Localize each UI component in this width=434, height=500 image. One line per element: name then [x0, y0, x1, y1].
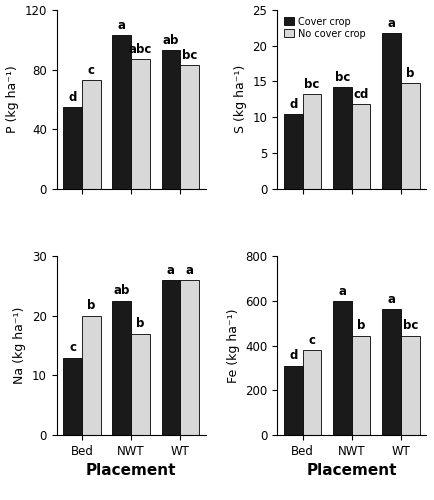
Bar: [283, 366, 302, 435]
Text: d: d: [289, 98, 297, 110]
Text: b: b: [136, 317, 144, 330]
Bar: [63, 358, 82, 435]
Text: a: a: [387, 292, 395, 306]
Bar: [112, 301, 131, 435]
Text: ab: ab: [162, 34, 179, 47]
Bar: [161, 280, 180, 435]
Bar: [131, 59, 149, 188]
Bar: [283, 114, 302, 188]
Y-axis label: Fe (kg ha⁻¹): Fe (kg ha⁻¹): [226, 308, 239, 383]
Bar: [82, 316, 100, 435]
Bar: [381, 309, 400, 435]
Text: bc: bc: [334, 72, 349, 85]
Bar: [332, 301, 351, 435]
Y-axis label: Na (kg ha⁻¹): Na (kg ha⁻¹): [13, 307, 26, 384]
Text: bc: bc: [304, 78, 319, 92]
Text: a: a: [118, 20, 125, 32]
Bar: [381, 33, 400, 188]
Text: d: d: [68, 91, 77, 104]
Text: a: a: [167, 264, 174, 276]
Text: a: a: [185, 264, 193, 276]
Text: a: a: [338, 284, 345, 298]
Bar: [351, 104, 370, 188]
Text: a: a: [387, 17, 395, 30]
Bar: [302, 350, 321, 435]
Bar: [112, 36, 131, 188]
Bar: [351, 336, 370, 435]
Y-axis label: P (kg ha⁻¹): P (kg ha⁻¹): [6, 66, 19, 133]
Bar: [302, 94, 321, 188]
Text: bc: bc: [181, 49, 197, 62]
Bar: [180, 280, 198, 435]
Bar: [180, 65, 198, 188]
Bar: [63, 106, 82, 188]
Text: b: b: [87, 300, 95, 312]
Bar: [82, 80, 100, 188]
Text: ab: ab: [113, 284, 130, 298]
Text: c: c: [308, 334, 315, 347]
X-axis label: Placement: Placement: [85, 464, 176, 478]
Bar: [400, 83, 418, 188]
Text: cd: cd: [352, 88, 368, 102]
Legend: Cover crop, No cover crop: Cover crop, No cover crop: [281, 15, 366, 40]
Text: b: b: [405, 67, 414, 80]
Bar: [400, 336, 418, 435]
Y-axis label: S (kg ha⁻¹): S (kg ha⁻¹): [233, 65, 247, 134]
Bar: [332, 87, 351, 188]
Bar: [131, 334, 149, 435]
Text: b: b: [356, 320, 365, 332]
Bar: [161, 50, 180, 188]
Text: d: d: [289, 350, 297, 362]
Text: abc: abc: [128, 43, 152, 56]
X-axis label: Placement: Placement: [306, 464, 396, 478]
Text: c: c: [69, 341, 76, 354]
Text: bc: bc: [401, 320, 417, 332]
Text: c: c: [88, 64, 95, 77]
